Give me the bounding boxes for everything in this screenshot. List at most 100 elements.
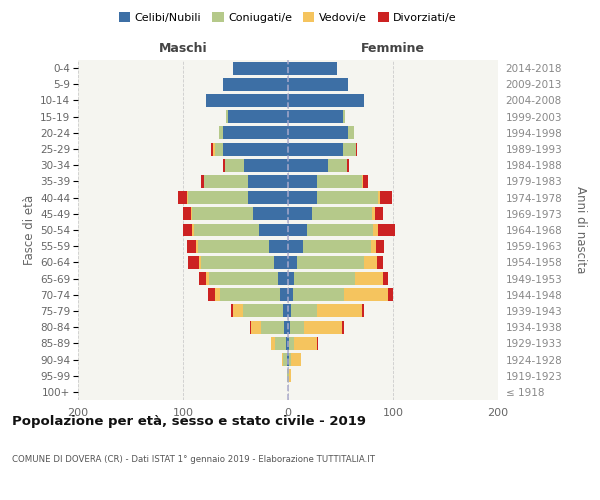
Bar	[288, 94, 364, 107]
Bar	[220, 288, 280, 301]
Bar	[286, 337, 288, 350]
Bar	[199, 256, 201, 269]
Bar	[288, 191, 317, 204]
Bar	[343, 110, 345, 123]
Bar	[288, 240, 303, 252]
Bar	[232, 304, 233, 318]
Bar	[274, 256, 288, 269]
Bar	[193, 224, 259, 236]
Bar	[388, 288, 393, 301]
Bar	[288, 110, 343, 123]
Bar	[188, 191, 248, 204]
Bar	[288, 256, 298, 269]
Bar	[201, 175, 204, 188]
Bar	[289, 337, 295, 350]
Bar	[288, 62, 337, 74]
Bar	[283, 353, 287, 366]
Bar	[288, 208, 312, 220]
Bar	[198, 240, 269, 252]
Bar	[196, 240, 198, 252]
Bar	[344, 288, 388, 301]
Bar	[317, 175, 361, 188]
Bar	[343, 142, 356, 156]
Bar	[364, 256, 377, 269]
Bar	[208, 288, 215, 301]
Bar	[204, 175, 248, 188]
Bar	[293, 288, 344, 301]
Bar	[288, 369, 289, 382]
Bar	[193, 208, 253, 220]
Bar	[183, 224, 193, 236]
Bar	[377, 256, 383, 269]
Bar	[295, 272, 355, 285]
Bar	[248, 175, 288, 188]
Bar	[187, 191, 188, 204]
Bar	[288, 337, 289, 350]
Bar	[233, 304, 243, 318]
Bar	[253, 208, 288, 220]
Bar	[206, 272, 209, 285]
Bar	[250, 320, 251, 334]
Bar	[218, 126, 223, 140]
Bar	[271, 337, 275, 350]
Bar	[291, 353, 301, 366]
Bar	[183, 208, 191, 220]
Bar	[260, 320, 284, 334]
Bar	[288, 175, 317, 188]
Bar	[355, 272, 383, 285]
Bar	[289, 353, 291, 366]
Bar	[251, 320, 260, 334]
Text: Femmine: Femmine	[361, 42, 425, 55]
Bar	[288, 78, 348, 91]
Bar	[341, 320, 344, 334]
Bar	[201, 256, 274, 269]
Bar	[356, 142, 358, 156]
Bar	[223, 78, 288, 91]
Bar	[188, 256, 199, 269]
Bar	[372, 208, 375, 220]
Bar	[288, 304, 291, 318]
Bar	[328, 159, 347, 172]
Bar	[223, 142, 288, 156]
Bar	[312, 208, 372, 220]
Bar	[288, 272, 295, 285]
Bar	[375, 208, 383, 220]
Text: Popolazione per età, sesso e stato civile - 2019: Popolazione per età, sesso e stato civil…	[12, 415, 366, 428]
Bar	[317, 337, 319, 350]
Bar	[291, 304, 317, 318]
Bar	[290, 320, 304, 334]
Text: COMUNE DI DOVERA (CR) - Dati ISTAT 1° gennaio 2019 - Elaborazione TUTTITALIA.IT: COMUNE DI DOVERA (CR) - Dati ISTAT 1° ge…	[12, 455, 375, 464]
Bar	[348, 126, 354, 140]
Bar	[282, 353, 283, 366]
Y-axis label: Anni di nascita: Anni di nascita	[574, 186, 587, 274]
Bar	[362, 175, 368, 188]
Bar	[178, 191, 187, 204]
Bar	[215, 288, 220, 301]
Bar	[233, 62, 288, 74]
Bar	[288, 320, 290, 334]
Bar	[288, 142, 343, 156]
Bar	[269, 240, 288, 252]
Bar	[223, 159, 225, 172]
Bar	[223, 126, 288, 140]
Text: Maschi: Maschi	[158, 42, 208, 55]
Bar	[243, 304, 283, 318]
Bar	[191, 208, 193, 220]
Bar	[288, 353, 289, 366]
Bar	[298, 256, 364, 269]
Bar	[317, 304, 361, 318]
Bar	[380, 191, 392, 204]
Bar	[304, 320, 341, 334]
Bar	[226, 110, 228, 123]
Bar	[371, 240, 376, 252]
Bar	[214, 142, 215, 156]
Bar	[379, 191, 380, 204]
Bar	[187, 240, 196, 252]
Y-axis label: Fasce di età: Fasce di età	[23, 195, 36, 265]
Bar	[373, 224, 379, 236]
Bar	[206, 94, 288, 107]
Bar	[283, 304, 288, 318]
Bar	[289, 369, 291, 382]
Bar	[209, 272, 277, 285]
Bar	[295, 337, 317, 350]
